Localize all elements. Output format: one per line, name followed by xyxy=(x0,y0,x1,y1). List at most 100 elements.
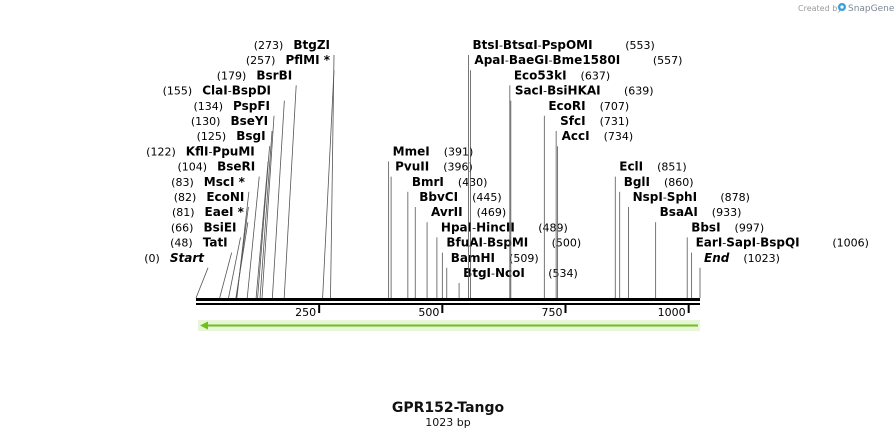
site-eco53ki[interactable]: (637) Eco53kI xyxy=(509,68,611,298)
site-ecli[interactable]: (851) EclI xyxy=(614,160,687,298)
enzyme-name: PspFI xyxy=(233,99,270,113)
enzyme-name: BspDI xyxy=(232,84,271,98)
site-avrii[interactable]: (469) AvrII xyxy=(426,205,506,298)
site-bmri[interactable]: (430) BmrI xyxy=(407,175,488,298)
site-btsi-btsi-pspomi[interactable]: (553) BtsI - BtsαI - PspOMI xyxy=(468,38,655,298)
site-apai-baegi-bme1580i[interactable]: (557) ApaI - BaeGI - Bme1580I xyxy=(470,53,682,298)
axis-tick-label: 750 xyxy=(542,306,563,319)
site-pflmi[interactable]: (257) PflMI * xyxy=(246,53,335,299)
site-position: (430) xyxy=(458,176,488,189)
site-eaei[interactable]: (81) EaeI * xyxy=(172,205,249,299)
site-pvuii[interactable]: (396) PvuII xyxy=(390,160,473,298)
site-bfuai-bspmi[interactable]: (500) BfuAI - BspMI xyxy=(441,236,582,298)
enzyme-name: BtgZI xyxy=(293,38,330,52)
site-bsgi[interactable]: (125) BsgI xyxy=(197,129,270,299)
enzyme-name: NspI xyxy=(633,190,663,204)
sequence-backbone xyxy=(196,298,700,305)
site-cut-line xyxy=(283,85,297,299)
site-position: (82) xyxy=(174,191,197,204)
site-bsaai[interactable]: (933) BsaAI xyxy=(655,205,742,298)
enzyme-name: SphI xyxy=(667,190,697,204)
enzyme-separator: - xyxy=(543,85,547,98)
enzyme-name: BsrBI xyxy=(256,68,292,82)
enzyme-separator: - xyxy=(756,237,760,250)
site-hpai-hincii[interactable]: (489) HpaI - HincII xyxy=(436,220,568,298)
site-bsrbi[interactable]: (179) BsrBI xyxy=(217,68,297,299)
enzyme-separator: - xyxy=(663,191,667,204)
enzyme-name: EclI xyxy=(619,160,643,174)
site-position: (500) xyxy=(552,237,582,250)
enzyme-name: BspQI xyxy=(760,236,800,250)
site-nspi-sphi[interactable]: (878) NspI - SphI xyxy=(628,190,750,298)
restriction-sites: (273) BtgZI (257) PflMI * (179) BsrBI (155) Cla… xyxy=(144,38,869,299)
site-bgli[interactable]: (860) BglI xyxy=(619,175,694,298)
site-position: (553) xyxy=(625,39,655,52)
site-sfci[interactable]: (731) SfcI xyxy=(555,114,630,298)
enzyme-name: BtgI xyxy=(463,266,491,280)
enzyme-name: HincII xyxy=(476,220,515,234)
site-position: (257) xyxy=(246,54,276,67)
enzyme-name: EcoNI xyxy=(206,190,244,204)
site-bbvci[interactable]: (445) BbvCI xyxy=(414,190,502,298)
site-position: (639) xyxy=(624,85,654,98)
site-bsiei[interactable]: (66) BsiEI xyxy=(171,220,241,299)
site-position: (396) xyxy=(443,161,473,174)
site-eari-sapi-bspqi[interactable]: (1006) EarI - SapI - BspQI xyxy=(691,236,869,298)
enzyme-name: SacI xyxy=(515,84,543,98)
site-bseri[interactable]: (104) BseRI xyxy=(178,160,260,299)
site-mmei[interactable]: (391) MmeI xyxy=(388,144,474,298)
axis-tick-label: 500 xyxy=(418,306,439,319)
site-saci-bsihkai[interactable]: (639) SacI - BsiHKAI xyxy=(510,84,654,298)
site-end[interactable]: (1023) End xyxy=(699,251,780,298)
site-cut-line xyxy=(259,130,273,299)
enzyme-name: Eco53kI xyxy=(514,68,567,82)
site-cut-line xyxy=(219,252,233,299)
site-ecori[interactable]: (707) EcoRI xyxy=(543,99,629,298)
credit-text: Created by xyxy=(798,4,842,13)
site-position: (179) xyxy=(217,69,247,82)
enzyme-name: MmeI xyxy=(393,144,430,158)
site-btgi-ncoi[interactable]: (534)BtgI - NcoI xyxy=(458,266,578,298)
site-kfli-ppumi[interactable]: (122) KflI - PpuMI xyxy=(146,144,269,299)
site-position: (534) xyxy=(548,267,578,280)
enzyme-name: EarI xyxy=(696,236,723,250)
enzyme-name: ApaI xyxy=(474,53,504,67)
snapgene-logo-icon xyxy=(838,3,846,11)
enzyme-name: KflI xyxy=(186,144,209,158)
site-position: (134) xyxy=(193,100,223,113)
enzyme-name: BsgI xyxy=(236,129,265,143)
site-tati[interactable]: (48) TatI xyxy=(170,236,233,299)
insert-feature-arrow[interactable] xyxy=(198,320,700,331)
site-msci[interactable]: (83) MscI * xyxy=(171,175,250,299)
site-btgzi[interactable]: (273) BtgZI xyxy=(254,38,335,299)
site-clai-bspdi[interactable]: (155) ClaI - BspDI xyxy=(163,84,285,299)
site-acci[interactable]: (734) AccI xyxy=(557,129,634,298)
site-econi[interactable]: (82) EcoNI xyxy=(174,190,249,299)
site-start[interactable]: (0) Start xyxy=(144,251,209,299)
enzyme-separator: - xyxy=(208,145,212,158)
brand-text: SnapGene xyxy=(848,4,895,14)
site-pspfi[interactable]: (134) PspFI xyxy=(193,99,275,299)
enzyme-name: Bme1580I xyxy=(553,53,621,67)
feature-arrowhead xyxy=(200,321,208,330)
site-position: (83) xyxy=(171,176,194,189)
site-cut-line xyxy=(255,161,269,299)
site-bseyi[interactable]: (130) BseYI xyxy=(191,114,273,299)
site-position: (731) xyxy=(600,115,630,128)
enzyme-separator: - xyxy=(491,267,495,280)
enzyme-name: BsiEI xyxy=(203,220,236,234)
enzyme-name: BfuAI xyxy=(446,236,483,250)
axis-tick-label: 250 xyxy=(295,306,316,319)
enzyme-name: EaeI * xyxy=(205,205,245,219)
site-bamhi[interactable]: (509) BamHI xyxy=(446,251,539,298)
site-position: (637) xyxy=(581,69,611,82)
site-position: (122) xyxy=(146,145,176,158)
enzyme-separator: - xyxy=(472,221,476,234)
site-bbsi[interactable]: (997) BbsI xyxy=(686,220,765,298)
enzyme-name: SfcI xyxy=(560,114,585,128)
site-cut-line xyxy=(271,100,285,299)
enzyme-name: BamHI xyxy=(451,251,495,265)
site-position: (734) xyxy=(604,130,634,143)
site-position: (997) xyxy=(735,221,765,234)
